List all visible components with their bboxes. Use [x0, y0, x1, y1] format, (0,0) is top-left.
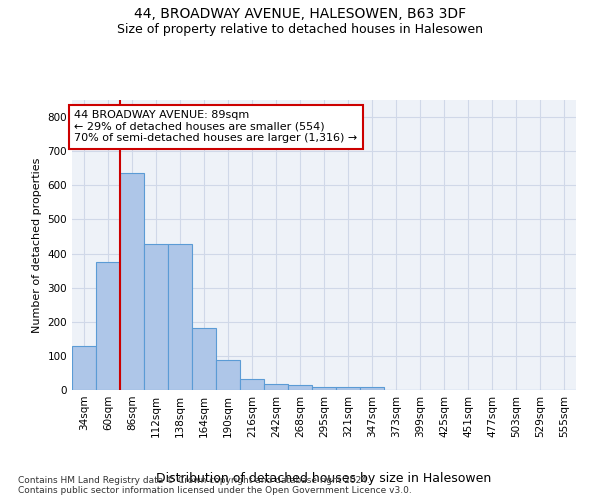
Bar: [192, 328, 216, 390]
Bar: [72, 346, 96, 390]
Text: Distribution of detached houses by size in Halesowen: Distribution of detached houses by size …: [157, 472, 491, 485]
Y-axis label: Number of detached properties: Number of detached properties: [32, 158, 42, 332]
Bar: [96, 262, 120, 390]
Bar: [144, 244, 168, 390]
Bar: [240, 379, 264, 390]
Text: Contains HM Land Registry data © Crown copyright and database right 2024.
Contai: Contains HM Land Registry data © Crown c…: [18, 476, 412, 495]
Text: Size of property relative to detached houses in Halesowen: Size of property relative to detached ho…: [117, 22, 483, 36]
Bar: [288, 385, 312, 390]
Text: 44, BROADWAY AVENUE, HALESOWEN, B63 3DF: 44, BROADWAY AVENUE, HALESOWEN, B63 3DF: [134, 8, 466, 22]
Bar: [264, 384, 288, 390]
Bar: [216, 360, 240, 390]
Text: 44 BROADWAY AVENUE: 89sqm
← 29% of detached houses are smaller (554)
70% of semi: 44 BROADWAY AVENUE: 89sqm ← 29% of detac…: [74, 110, 358, 144]
Bar: [360, 388, 384, 390]
Bar: [168, 244, 192, 390]
Bar: [336, 386, 360, 390]
Bar: [120, 174, 144, 390]
Bar: [312, 386, 336, 390]
